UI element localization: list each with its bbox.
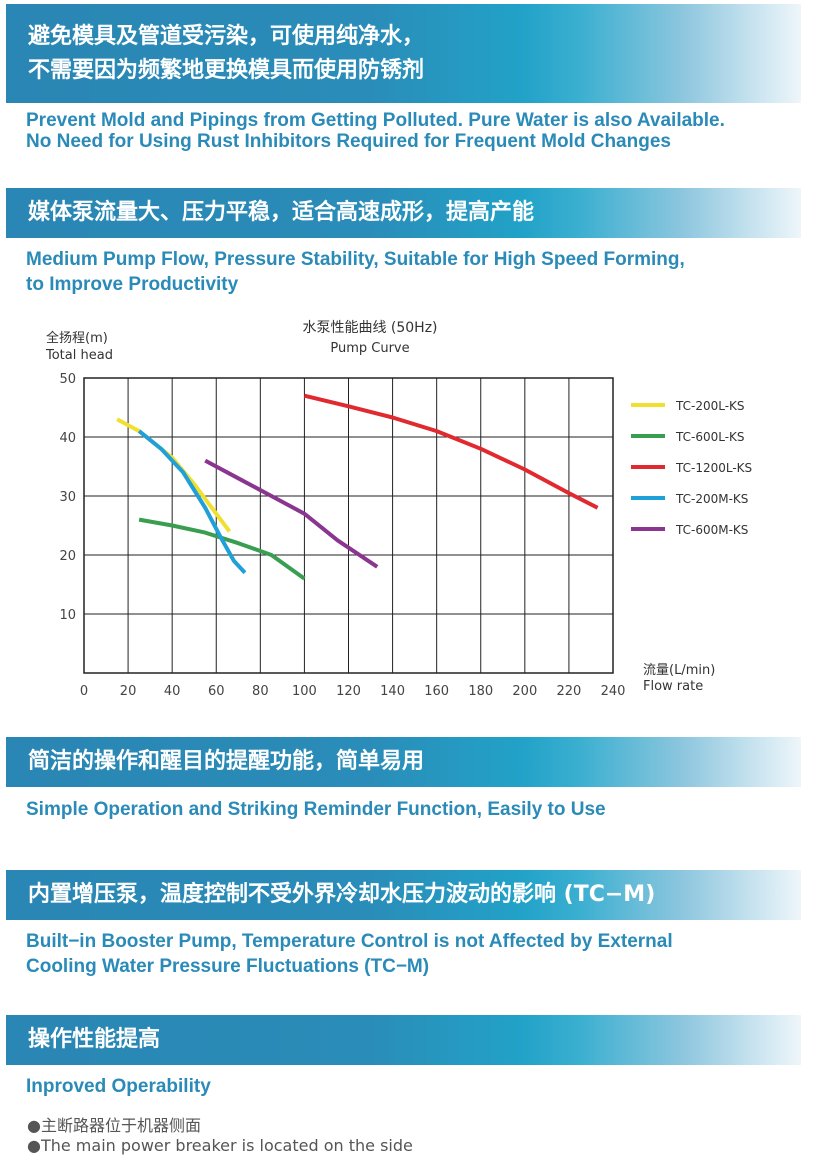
section-1-title-line-2: 不需要因为频繁地更换模具而使用防锈剂	[28, 58, 425, 83]
section-5-subtitle: Inproved Operability	[26, 1074, 211, 1099]
x-tick-label: 180	[468, 684, 493, 699]
x-tick-label: 20	[120, 684, 137, 699]
section-4-subtitle: Built−in Booster Pump, Temperature Contr…	[26, 929, 673, 979]
bullet-zh: ●主断路器位于机器侧面	[27, 1116, 201, 1135]
series-line-tc-200l-ks	[116, 417, 232, 533]
x-tick-label: 60	[208, 684, 225, 699]
x-axis-label: 流量(L/min)	[643, 663, 715, 678]
section-3-subtitle: Simple Operation and Striking Reminder F…	[26, 797, 606, 822]
section-4-subtitle-line-2: Cooling Water Pressure Fluctuations (TC−…	[26, 956, 430, 977]
x-tick-label: 40	[164, 684, 181, 699]
series-line-tc-600m-ks	[204, 458, 379, 569]
legend-label: TC-600L-KS	[675, 430, 745, 444]
legend-label: TC-200L-KS	[675, 399, 745, 413]
y-tick-label: 20	[59, 549, 76, 564]
section-3-subtitle-line-1: Simple Operation and Striking Reminder F…	[26, 799, 606, 820]
plot-frame	[83, 377, 614, 674]
section-3-banner: 简洁的操作和醒目的提醒功能，简单易用	[6, 737, 801, 787]
section-1-subtitle-line-1: Prevent Mold and Pipings from Getting Po…	[26, 110, 725, 131]
x-tick-label: 140	[380, 684, 405, 699]
section-5-title: 操作性能提高	[28, 1027, 161, 1052]
x-tick-label: 220	[557, 684, 582, 699]
y-axis-label-en: Total head	[45, 348, 113, 363]
chart-subtitle: Pump Curve	[330, 341, 409, 356]
section-5-banner: 操作性能提高	[6, 1015, 801, 1065]
y-tick-label: 50	[59, 372, 76, 387]
series-line-tc-1200l-ks	[303, 393, 599, 510]
section-2-subtitle-line-1: Medium Pump Flow, Pressure Stability, Su…	[26, 249, 685, 270]
section-1-banner: 避免模具及管道受污染，可使用纯净水， 不需要因为频繁地更换模具而使用防锈剂	[6, 4, 801, 103]
x-axis-label-en: Flow rate	[643, 679, 703, 694]
section-1-title-line-1: 避免模具及管道受污染，可使用纯净水，	[28, 24, 425, 49]
legend-label: TC-1200L-KS	[675, 461, 752, 475]
x-tick-label: 80	[252, 684, 269, 699]
y-tick-label: 10	[59, 608, 76, 623]
series-line-tc-200m-ks	[137, 429, 247, 575]
y-axis-label: 全扬程(m)	[46, 330, 108, 346]
x-tick-label: 200	[512, 684, 537, 699]
section-2-subtitle-line-2: to Improve Productivity	[26, 274, 239, 295]
x-tick-label: 240	[601, 684, 626, 699]
chart-title: 水泵性能曲线 (50Hz)	[302, 320, 437, 336]
section-1-subtitle: Prevent Mold and Pipings from Getting Po…	[26, 110, 725, 152]
section-3-title: 简洁的操作和醒目的提醒功能，简单易用	[28, 749, 425, 774]
section-2-subtitle: Medium Pump Flow, Pressure Stability, Su…	[26, 247, 685, 297]
section-4-title: 内置增压泵，温度控制不受外界冷却水压力波动的影响 (TC−M)	[28, 882, 656, 907]
section-2-banner: 媒体泵流量大、压力平稳，适合高速成形，提高产能	[6, 188, 801, 238]
series-line-tc-600l-ks	[138, 517, 306, 581]
section-4-banner: 内置增压泵，温度控制不受外界冷却水压力波动的影响 (TC−M)	[6, 870, 801, 920]
pump-curve-chart: 0 20 40 60 80 100 120 140 160 180 200 220 240 10 20 30 4…	[45, 320, 752, 699]
x-tick-label: 160	[424, 684, 449, 699]
x-tick-label: 120	[336, 684, 361, 699]
section-1-subtitle-line-2: No Need for Using Rust Inhibitors Requir…	[26, 131, 671, 152]
legend-label: TC-600M-KS	[675, 523, 748, 537]
bullet-en: ●The main power breaker is located on th…	[27, 1136, 413, 1155]
legend-label: TC-200M-KS	[675, 492, 748, 506]
section-5-subtitle-line-1: Inproved Operability	[26, 1076, 211, 1097]
y-tick-label: 40	[59, 431, 76, 446]
x-tick-label: 0	[80, 684, 88, 699]
section-2-title: 媒体泵流量大、压力平稳，适合高速成形，提高产能	[28, 200, 535, 225]
y-tick-label: 30	[59, 490, 76, 505]
x-tick-label: 100	[292, 684, 317, 699]
section-4-subtitle-line-1: Built−in Booster Pump, Temperature Contr…	[26, 931, 673, 952]
